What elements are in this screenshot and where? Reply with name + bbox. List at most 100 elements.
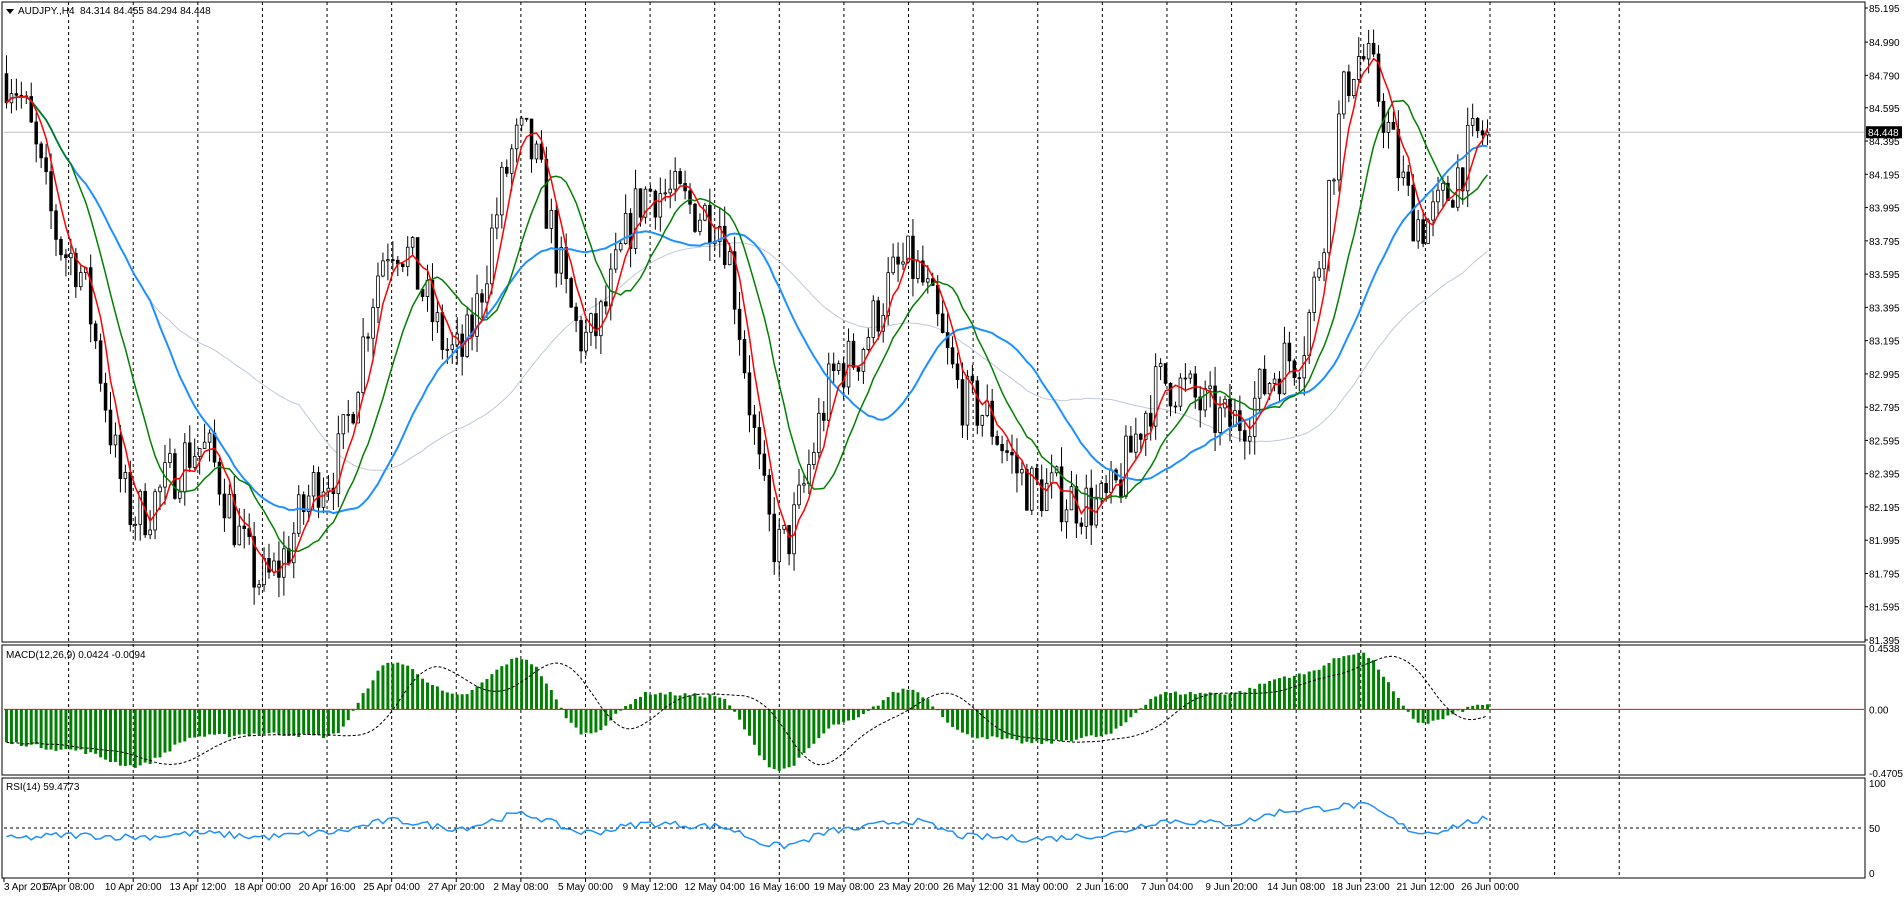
time-tick-label: 13 Apr 12:00 bbox=[169, 882, 226, 893]
candle-body bbox=[1431, 201, 1435, 221]
candle-body bbox=[891, 256, 895, 274]
candle-body bbox=[772, 513, 777, 563]
macd-pane-frame bbox=[1, 644, 1866, 776]
candle-body bbox=[727, 251, 732, 266]
candle-body bbox=[168, 453, 172, 464]
candle-body bbox=[386, 259, 390, 262]
candle-body bbox=[287, 548, 291, 564]
candle-body bbox=[797, 484, 801, 506]
candle-body bbox=[1025, 469, 1029, 511]
candle-body bbox=[1485, 131, 1490, 136]
price-tick-label: 82.995 bbox=[1869, 370, 1900, 381]
candle-body bbox=[851, 340, 856, 368]
ma-green-line bbox=[5, 96, 1489, 552]
candle-body bbox=[906, 235, 910, 263]
candle-body bbox=[495, 214, 499, 229]
candle-body bbox=[79, 272, 83, 288]
time-tick-label: 23 May 20:00 bbox=[878, 882, 939, 893]
candle-body bbox=[93, 323, 98, 342]
candle-body bbox=[737, 308, 742, 340]
candle-body bbox=[59, 238, 63, 256]
candle-body bbox=[14, 93, 19, 96]
candle-body bbox=[153, 491, 157, 531]
candle-body bbox=[173, 453, 177, 499]
main-pane-frame bbox=[1, 1, 1866, 643]
candle-body bbox=[450, 344, 455, 350]
candle-body bbox=[1322, 252, 1326, 270]
candle-body bbox=[197, 448, 202, 457]
candle-body bbox=[623, 212, 628, 244]
candle-body bbox=[292, 532, 296, 564]
candle-body bbox=[321, 491, 326, 508]
candle-body bbox=[787, 525, 791, 555]
candle-body bbox=[1015, 454, 1019, 474]
time-tick-label: 18 Apr 00:00 bbox=[234, 882, 291, 893]
candle-body bbox=[579, 320, 583, 352]
candle-body bbox=[539, 143, 544, 160]
candle-body bbox=[509, 148, 514, 174]
candle-body bbox=[381, 260, 385, 277]
candle-body bbox=[1386, 121, 1391, 133]
candle-body bbox=[1158, 363, 1163, 368]
candle-body bbox=[207, 432, 212, 443]
candle-body bbox=[896, 256, 900, 265]
candle-body bbox=[1277, 378, 1282, 395]
candle-body bbox=[1406, 171, 1411, 186]
chevron-down-icon[interactable] bbox=[6, 9, 14, 14]
candle-body bbox=[128, 472, 133, 525]
macd-tick-label: -0.4705 bbox=[1869, 769, 1903, 780]
candle-body bbox=[1257, 368, 1262, 399]
candle-body bbox=[886, 272, 890, 316]
candle-body bbox=[812, 452, 816, 465]
candle-body bbox=[1312, 276, 1316, 313]
candle-body bbox=[1347, 71, 1351, 97]
candle-body bbox=[663, 192, 668, 195]
candle-body bbox=[594, 313, 598, 337]
candle-body bbox=[648, 188, 653, 192]
ma-blue-line bbox=[5, 95, 1488, 515]
candle-body bbox=[856, 366, 861, 372]
candle-body bbox=[1238, 410, 1242, 431]
candle-body bbox=[316, 472, 321, 508]
candle-body bbox=[262, 558, 266, 586]
candle-body bbox=[1391, 121, 1396, 130]
price-tick-label: 81.995 bbox=[1869, 536, 1900, 547]
candle-body bbox=[846, 340, 851, 388]
symbol-header: AUDJPY.,H4 84.314 84.455 84.294 84.448 bbox=[6, 6, 211, 17]
candle-body bbox=[1000, 443, 1004, 452]
candle-body bbox=[1451, 200, 1455, 208]
candle-body bbox=[1178, 377, 1183, 407]
time-tick-label: 9 Jun 20:00 bbox=[1205, 882, 1258, 893]
candle-body bbox=[752, 414, 757, 428]
candle-body bbox=[366, 336, 370, 339]
time-tick-label: 14 Jun 08:00 bbox=[1267, 882, 1325, 893]
time-tick-label: 18 Jun 23:00 bbox=[1332, 882, 1390, 893]
candle-body bbox=[1049, 472, 1054, 484]
candle-body bbox=[227, 493, 232, 519]
candle-body bbox=[98, 340, 103, 384]
macd-tick-label: 0.00 bbox=[1869, 705, 1889, 716]
candle-body bbox=[178, 491, 182, 499]
current-price-badge bbox=[1866, 126, 1902, 139]
candle-body bbox=[54, 210, 58, 240]
candle-body bbox=[123, 472, 128, 480]
candle-body bbox=[514, 124, 519, 150]
candle-body bbox=[272, 560, 276, 573]
current-price-label: 84.448 bbox=[1868, 128, 1899, 139]
candle-body bbox=[351, 414, 355, 424]
candle-body bbox=[118, 434, 123, 480]
candle-body bbox=[935, 284, 940, 315]
candle-body bbox=[1356, 56, 1361, 80]
candle-body bbox=[638, 188, 643, 218]
price-tick-label: 83.795 bbox=[1869, 237, 1900, 248]
candle-body bbox=[74, 252, 78, 288]
price-tick-label: 82.595 bbox=[1869, 436, 1900, 447]
price-tick-label: 82.195 bbox=[1869, 503, 1900, 514]
candle-body bbox=[1203, 388, 1207, 411]
candle-body bbox=[405, 246, 410, 268]
candle-body bbox=[465, 314, 469, 357]
candle-body bbox=[187, 442, 192, 468]
